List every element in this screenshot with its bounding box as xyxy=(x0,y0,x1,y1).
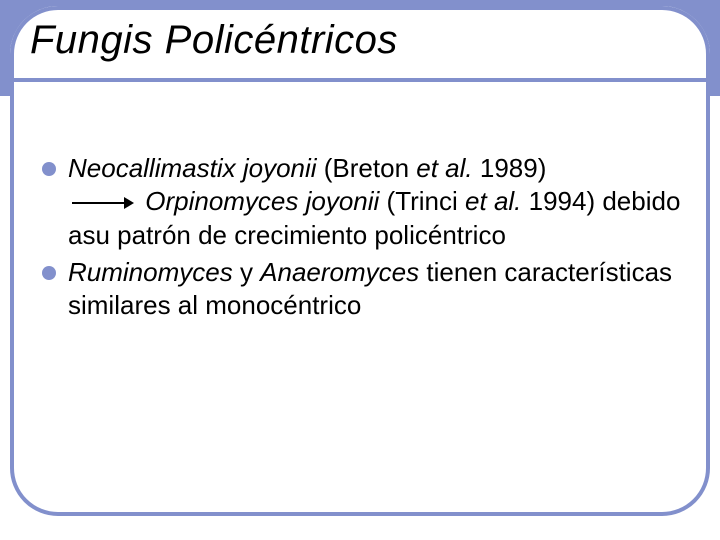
species-name: Anaeromyces xyxy=(260,257,419,287)
species-name: Ruminomyces xyxy=(68,257,233,287)
et-al: et al. xyxy=(416,153,472,183)
text: (Breton xyxy=(317,153,417,183)
bullet-icon xyxy=(42,162,56,176)
title-underline xyxy=(14,78,706,82)
list-item: Ruminomyces y Anaeromyces tienen caracte… xyxy=(42,256,690,323)
text: y xyxy=(233,257,260,287)
species-name: Neocallimastix joyonii xyxy=(68,153,317,183)
page-title: Fungis Policéntricos xyxy=(30,18,398,63)
list-item: Neocallimastix joyonii (Breton et al. 19… xyxy=(42,152,690,252)
et-al: et al. xyxy=(465,186,521,216)
text: (Trinci xyxy=(379,186,465,216)
arrow-icon xyxy=(72,197,134,209)
content-area: Neocallimastix joyonii (Breton et al. 19… xyxy=(42,152,690,326)
species-name: Orpinomyces joyonii xyxy=(145,186,379,216)
text: 1989) xyxy=(473,153,547,183)
bullet-icon xyxy=(42,266,56,280)
arrow-line xyxy=(72,202,126,204)
arrow-head xyxy=(124,197,134,209)
